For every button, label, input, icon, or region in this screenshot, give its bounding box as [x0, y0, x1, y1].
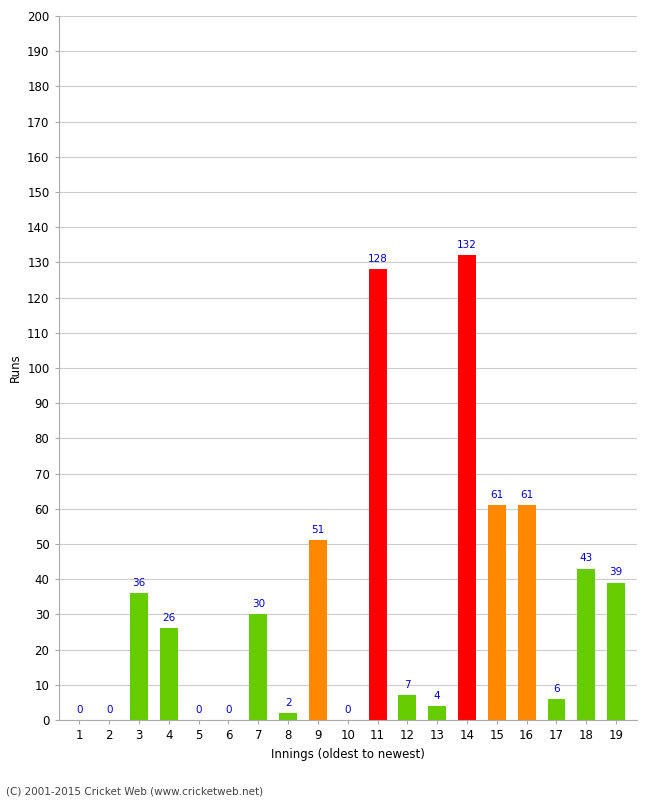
- Bar: [250, 614, 267, 720]
- Bar: [488, 506, 506, 720]
- Text: 26: 26: [162, 613, 176, 623]
- Text: 7: 7: [404, 680, 411, 690]
- Bar: [130, 594, 148, 720]
- Text: 0: 0: [344, 705, 351, 714]
- Bar: [577, 569, 595, 720]
- Bar: [607, 582, 625, 720]
- Bar: [458, 255, 476, 720]
- Text: 0: 0: [225, 705, 231, 714]
- Text: 0: 0: [76, 705, 83, 714]
- Bar: [517, 506, 536, 720]
- Text: 128: 128: [368, 254, 387, 264]
- Text: (C) 2001-2015 Cricket Web (www.cricketweb.net): (C) 2001-2015 Cricket Web (www.cricketwe…: [6, 786, 264, 796]
- Text: 39: 39: [610, 567, 623, 578]
- Text: 6: 6: [553, 683, 560, 694]
- Text: 4: 4: [434, 690, 441, 701]
- Text: 30: 30: [252, 599, 265, 609]
- X-axis label: Innings (oldest to newest): Innings (oldest to newest): [271, 747, 424, 761]
- Text: 0: 0: [106, 705, 112, 714]
- Text: 36: 36: [133, 578, 146, 588]
- Text: 61: 61: [490, 490, 504, 500]
- Text: 132: 132: [457, 240, 477, 250]
- Text: 2: 2: [285, 698, 291, 708]
- Bar: [398, 695, 417, 720]
- Text: 51: 51: [311, 525, 324, 535]
- Y-axis label: Runs: Runs: [8, 354, 21, 382]
- Bar: [369, 270, 387, 720]
- Bar: [279, 713, 297, 720]
- Text: 61: 61: [520, 490, 533, 500]
- Text: 0: 0: [196, 705, 202, 714]
- Bar: [428, 706, 446, 720]
- Bar: [547, 699, 566, 720]
- Bar: [160, 629, 178, 720]
- Bar: [309, 541, 327, 720]
- Text: 43: 43: [580, 554, 593, 563]
